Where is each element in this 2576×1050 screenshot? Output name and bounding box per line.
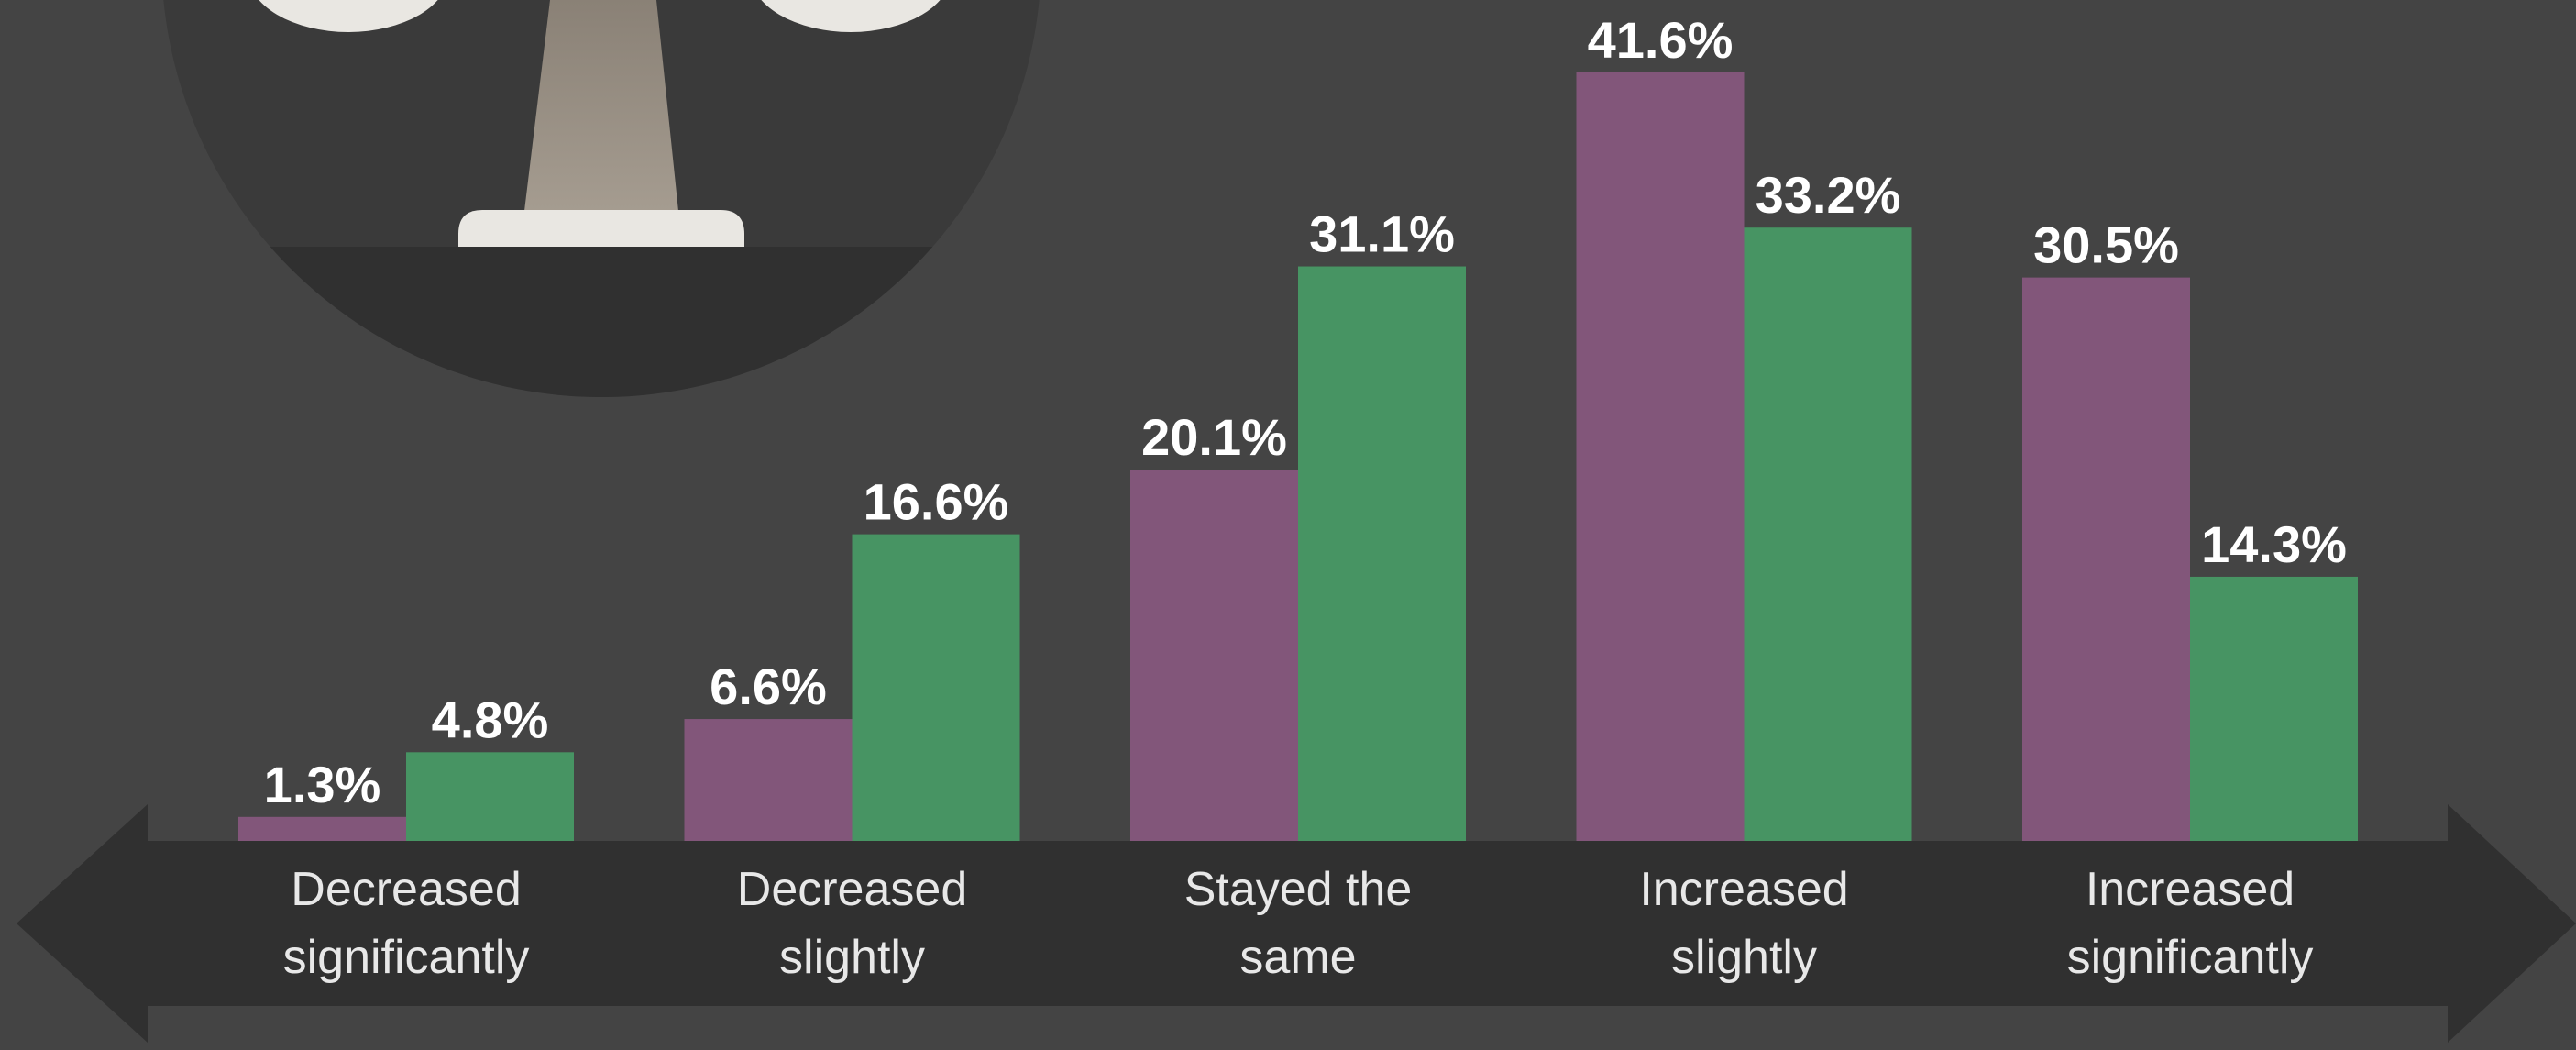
category-label: Increased slightly xyxy=(1639,863,1849,984)
category-label: Increased significantly xyxy=(2066,863,2314,984)
bar xyxy=(2022,277,2190,841)
axis-arrow xyxy=(17,804,2576,1043)
value-label: 30.5% xyxy=(2033,216,2179,274)
bar xyxy=(238,816,406,841)
value-label: 41.6% xyxy=(1588,11,1734,69)
bar xyxy=(852,534,1020,841)
bar xyxy=(684,719,853,841)
value-label: 6.6% xyxy=(710,658,827,715)
value-label: 14.3% xyxy=(2201,515,2347,573)
value-label: 16.6% xyxy=(864,473,1009,531)
lamp-illustration xyxy=(161,0,1041,397)
category-label: Decreased slightly xyxy=(736,863,968,984)
value-label: 31.1% xyxy=(1309,205,1455,263)
value-label: 33.2% xyxy=(1756,166,1901,224)
value-label: 4.8% xyxy=(432,691,549,748)
bar xyxy=(1298,266,1466,842)
category-label: Stayed the same xyxy=(1183,863,1413,984)
value-label: 1.3% xyxy=(264,756,381,813)
bar xyxy=(1744,227,1912,841)
bar xyxy=(406,752,574,841)
bar xyxy=(1576,72,1745,841)
bar xyxy=(2190,576,2358,841)
value-label: 20.1% xyxy=(1141,408,1287,466)
bar xyxy=(1130,470,1298,841)
category-label: Decreased significantly xyxy=(282,863,530,984)
